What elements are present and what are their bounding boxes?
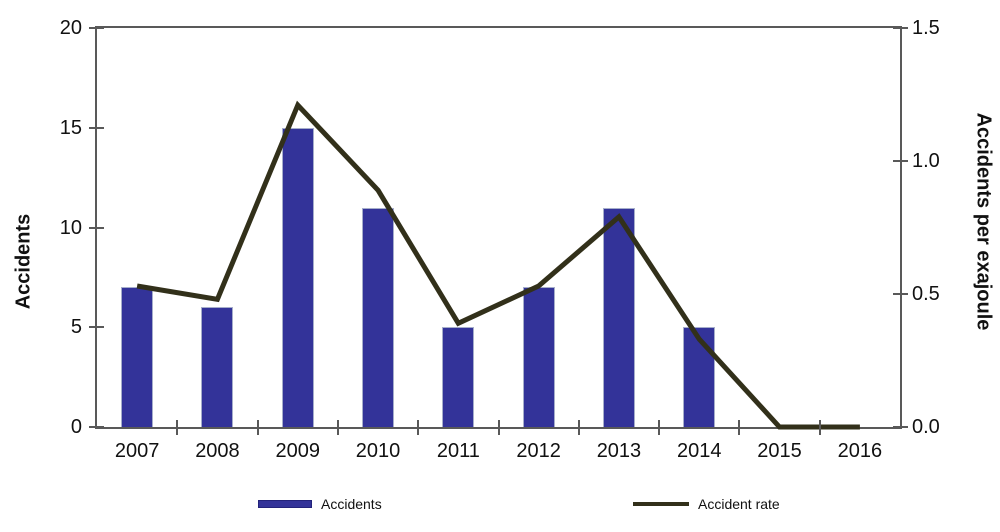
x-axis-label-2015: 2015 (757, 440, 802, 462)
x-axis-tick-1 (176, 420, 179, 435)
legend-item-accidents: Accidents (258, 494, 382, 514)
right-axis-title: Accidents per exajoule (972, 112, 995, 331)
x-axis-tick-3 (336, 420, 339, 435)
x-axis-label-2007: 2007 (114, 440, 160, 462)
x-axis-tick-9 (818, 420, 821, 435)
left-axis-tick-20 (89, 27, 104, 29)
x-axis-tick-8 (738, 420, 741, 435)
bar-2014 (683, 327, 716, 427)
x-axis-tick-5 (497, 420, 500, 435)
right-axis-tick-0.0 (893, 426, 908, 428)
left-axis-label-15: 15 (59, 116, 82, 139)
plot-area (95, 26, 902, 430)
bar-2012 (522, 287, 555, 427)
x-axis-label-2008: 2008 (195, 440, 240, 462)
left-axis-title: Accidents (12, 213, 35, 310)
bar-2013 (602, 207, 635, 427)
x-axis-tick-4 (417, 420, 420, 435)
x-axis-tick-7 (658, 420, 661, 435)
left-axis-tick-0 (89, 426, 104, 428)
left-axis-label-10: 10 (59, 216, 82, 239)
x-axis-label-2010: 2010 (355, 440, 401, 462)
x-axis-label-2014: 2014 (677, 440, 722, 462)
right-axis-tick-1.5 (893, 27, 908, 29)
x-axis-label-2011: 2011 (436, 440, 480, 462)
left-axis-tick-10 (89, 226, 104, 229)
right-axis-label-1.0: 1.0 (912, 150, 940, 172)
x-axis-label-2013: 2013 (596, 440, 642, 462)
left-axis-tick-15 (89, 126, 104, 129)
bar-2010 (362, 207, 395, 427)
x-axis-label-2016: 2016 (837, 440, 883, 462)
bar-2007 (121, 287, 154, 427)
legend-label-accidents: Accidents (321, 496, 382, 512)
x-axis-label-2009: 2009 (275, 440, 321, 462)
accident-rate-line-swatch-icon (633, 502, 689, 506)
legend-item-accident-rate: Accident rate (633, 494, 780, 514)
bar-2011 (442, 327, 475, 427)
bar-2008 (201, 307, 234, 427)
left-axis-label-0: 0 (70, 416, 82, 438)
left-axis-label-20: 20 (59, 17, 82, 39)
left-axis-label-5: 5 (70, 316, 82, 339)
right-axis-label-0.5: 0.5 (912, 283, 940, 305)
x-axis-label-2012: 2012 (516, 440, 561, 462)
left-axis-tick-5 (89, 326, 104, 329)
accidents-bar-swatch-icon (258, 500, 312, 508)
right-axis-label-1.5: 1.5 (912, 17, 940, 39)
right-axis-tick-1.0 (893, 160, 908, 162)
bar-2009 (281, 127, 314, 427)
x-axis-tick-6 (577, 420, 580, 435)
x-axis-tick-2 (256, 420, 259, 435)
right-axis-tick-0.5 (893, 293, 908, 295)
right-axis-label-0.0: 0.0 (912, 416, 940, 438)
legend-label-accident-rate: Accident rate (698, 496, 780, 512)
